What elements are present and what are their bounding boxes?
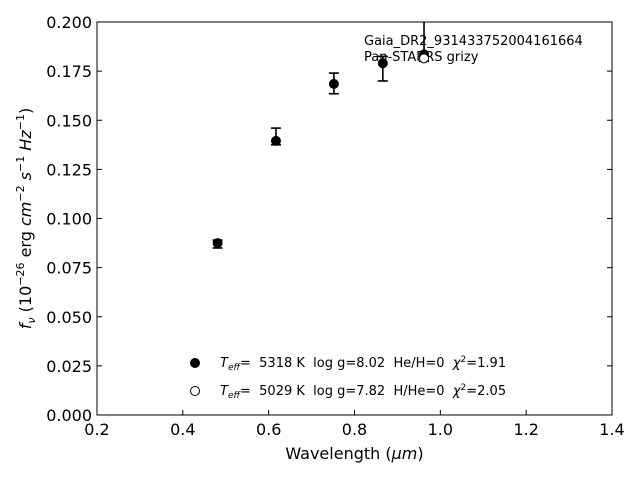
data-point-filled: [377, 58, 388, 69]
legend-marker-open: [190, 386, 200, 396]
legend-1-chi: χ: [452, 356, 462, 371]
y-label-hz-exp: −1: [14, 114, 27, 130]
y-label-s: s: [16, 172, 35, 185]
y-tick-label: 0.050: [46, 308, 92, 327]
x-axis-ticks: 0.2 0.4 0.6 0.8 1.0 1.2 1.4: [84, 410, 625, 439]
y-tick-label: 0.125: [46, 160, 92, 179]
legend-2-chi-sup: 2: [461, 383, 467, 393]
annotation-object-id: Gaia_DR2_931433752004161664: [364, 34, 583, 49]
x-axis-label-close: ): [417, 444, 423, 463]
legend-entry-1: Teff= 5318 K log g=8.02 He/H=0 χ2=1.91: [220, 355, 506, 373]
legend-1-chi-val: =1.91: [466, 356, 506, 371]
legend-2-chi: χ: [452, 384, 462, 399]
y-tick-label: 0.200: [46, 13, 92, 32]
legend-2-chi-val: =2.05: [466, 384, 506, 399]
x-tick-label: 0.6: [256, 420, 281, 439]
x-tick-label: 0.8: [342, 420, 367, 439]
y-tick-label: 0.175: [46, 62, 92, 81]
data-markers: [212, 49, 430, 249]
x-tick-label: 1.2: [513, 420, 538, 439]
y-tick-label: 0.150: [46, 111, 92, 130]
y-label-exp: −26: [14, 263, 27, 286]
y-label-hz: Hz: [16, 130, 35, 156]
data-point-filled: [270, 135, 281, 146]
y-label-f: f: [16, 321, 35, 329]
y-label-erg: erg: [16, 226, 35, 262]
y-axis-ticks: 0.000 0.025 0.050 0.075 0.100 0.125 0.150 0.175…: [46, 13, 612, 425]
data-point-open: [419, 53, 430, 64]
data-point-filled: [212, 238, 223, 249]
x-tick-label: 1.0: [428, 420, 453, 439]
x-tick-label: 1.4: [599, 420, 624, 439]
legend: Teff= 5318 K log g=8.02 He/H=0 χ2=1.91 T…: [190, 355, 506, 401]
y-label-pre: (10: [16, 286, 35, 318]
legend-2-teff-sub: eff: [228, 391, 242, 401]
legend-1-text: = 5318 K log g=8.02 He/H=0: [240, 356, 453, 371]
y-label-cm-exp: −2: [14, 185, 27, 201]
legend-2-teff: T: [220, 384, 229, 399]
x-axis-label-base: Wavelength (: [285, 444, 391, 463]
y-label-nu: ν: [25, 317, 38, 323]
y-axis-label: fν (10−26 erg cm−2 s−1 Hz−1): [14, 108, 38, 329]
y-tick-label: 0.025: [46, 357, 92, 376]
legend-1-teff-sub: eff: [228, 363, 242, 373]
y-label-s-exp: −1: [14, 156, 27, 172]
y-tick-label: 0.075: [46, 259, 92, 278]
y-label-close: ): [16, 108, 35, 114]
x-axis-label-unit: μm: [391, 444, 418, 463]
legend-2-text: = 5029 K log g=7.82 H/He=0: [240, 384, 453, 399]
x-axis-label: Wavelength (μm): [285, 444, 423, 463]
x-tick-label: 0.2: [84, 420, 109, 439]
y-tick-label: 0.000: [46, 406, 92, 425]
data-point-filled: [328, 78, 339, 89]
legend-1-teff: T: [220, 356, 229, 371]
y-tick-label: 0.100: [46, 210, 92, 229]
legend-marker-filled: [190, 358, 200, 368]
legend-entry-2: Teff= 5029 K log g=7.82 H/He=0 χ2=2.05: [220, 383, 506, 401]
y-label-cm: cm: [16, 202, 35, 226]
x-tick-label: 0.4: [170, 420, 195, 439]
legend-1-chi-sup: 2: [461, 355, 467, 365]
